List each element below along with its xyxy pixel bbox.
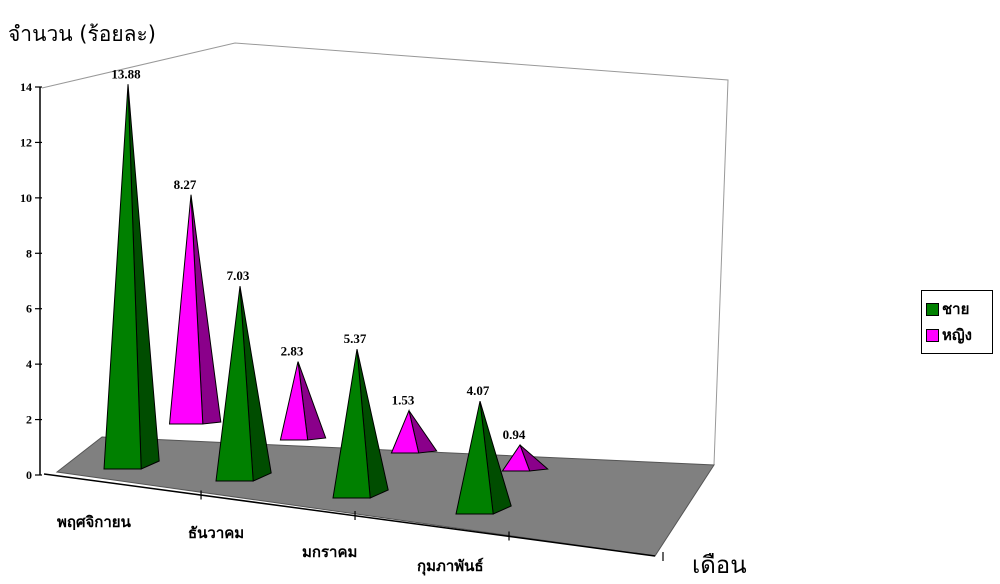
pyramid-female — [390, 408, 420, 454]
x-category-label: ธันวาคม — [188, 524, 244, 542]
x-axis-line — [43, 473, 656, 557]
x-category-label: กุมภาพันธ์ — [417, 557, 484, 576]
x-category-label: พฤศจิกายน — [57, 513, 132, 531]
legend-item-female: หญิง — [926, 322, 988, 348]
pyramid-female — [168, 194, 204, 425]
data-label: 13.88 — [111, 66, 141, 81]
data-label: 8.27 — [174, 177, 197, 192]
legend-item-male: ชาย — [926, 296, 988, 322]
legend: ชาย หญิง — [921, 290, 993, 354]
data-label: 4.07 — [467, 383, 490, 398]
y-tick-label: 6 — [26, 302, 32, 316]
y-tick-label: 12 — [20, 135, 32, 149]
y-tick-label: 8 — [26, 246, 32, 260]
data-label: 1.53 — [392, 393, 415, 408]
y-tick-label: 0 — [26, 468, 32, 482]
legend-swatch-male — [926, 302, 939, 316]
pyramid-male — [215, 286, 254, 482]
pyramid-male — [455, 401, 494, 515]
legend-swatch-female — [926, 328, 939, 342]
data-label: 7.03 — [227, 268, 250, 283]
y-tick-label: 2 — [26, 413, 32, 427]
y-tick-label: 14 — [20, 80, 32, 94]
back-wall-outline — [41, 42, 729, 466]
legend-label-female: หญิง — [942, 326, 972, 344]
pyramid-female — [501, 443, 531, 472]
y-axis-title: จำนวน (ร้อยละ) — [8, 22, 157, 46]
pyramid-female — [279, 361, 309, 441]
y-tick-label: 10 — [20, 191, 32, 205]
data-label: 0.94 — [503, 427, 526, 442]
pyramid-male — [103, 84, 142, 470]
x-axis-title: เดือน — [692, 551, 747, 579]
data-label: 5.37 — [344, 331, 367, 346]
x-category-label: มกราคม — [302, 543, 357, 561]
pyramid-male — [332, 349, 371, 499]
legend-label-male: ชาย — [942, 300, 970, 318]
y-tick-label: 4 — [26, 357, 32, 371]
data-label: 2.83 — [281, 344, 304, 359]
